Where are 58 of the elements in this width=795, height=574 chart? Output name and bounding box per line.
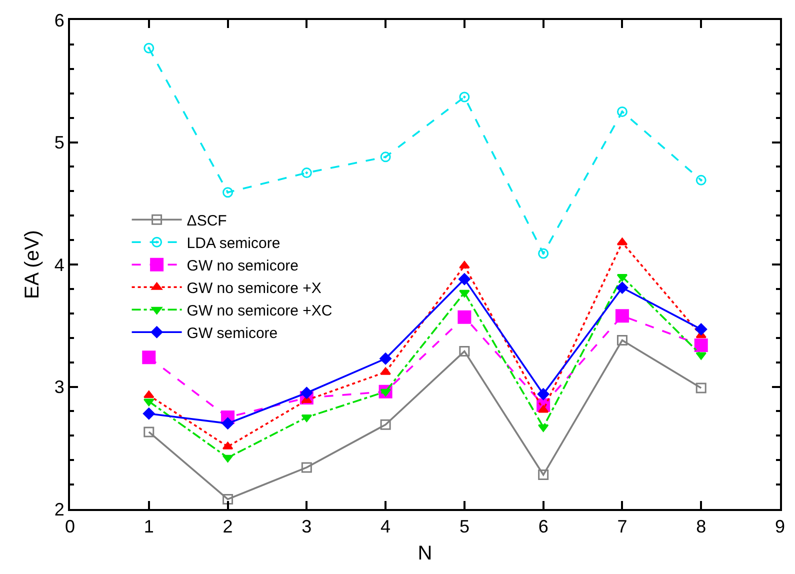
point — [142, 350, 156, 364]
y-tick-label: 5 — [54, 132, 64, 153]
x-tick-label: 4 — [380, 516, 391, 537]
point — [696, 382, 706, 394]
x-tick-label: 1 — [144, 516, 154, 537]
point — [459, 290, 470, 298]
y-axis-title: EA (eV) — [21, 230, 44, 299]
x-axis-title: N — [418, 542, 432, 565]
legend-label: LDA semicore — [186, 234, 280, 252]
point — [459, 260, 470, 268]
point — [615, 309, 629, 323]
point — [222, 187, 234, 198]
x-tick-label: 2 — [222, 516, 233, 537]
point — [380, 419, 391, 430]
point — [142, 408, 155, 420]
point — [696, 352, 706, 360]
y-tick-label: 3 — [54, 377, 64, 398]
x-tick-label: 0 — [64, 516, 76, 537]
point — [380, 352, 392, 365]
point — [300, 386, 313, 399]
point — [301, 168, 312, 178]
point — [616, 282, 628, 294]
point — [695, 323, 708, 336]
x-tick-label: 6 — [538, 516, 548, 537]
point — [696, 174, 706, 186]
x-tick-label: 8 — [696, 516, 706, 537]
point — [144, 426, 154, 438]
point — [537, 388, 550, 400]
x-tick-label: 5 — [459, 516, 470, 537]
x-tick-label: 3 — [302, 516, 312, 537]
point — [380, 152, 391, 162]
x-tick-label: 9 — [774, 516, 786, 537]
point — [458, 273, 470, 286]
y-tick-label: 2 — [54, 499, 64, 520]
point — [694, 338, 708, 352]
point — [538, 248, 549, 259]
point — [616, 106, 628, 117]
legend-label: GW no semicore +X — [186, 280, 322, 297]
point — [380, 367, 391, 375]
y-tick-label: 6 — [54, 10, 64, 30]
legend-label: ΔSCF — [186, 212, 227, 230]
point — [144, 390, 154, 398]
point — [459, 346, 470, 357]
point — [459, 92, 470, 102]
point — [301, 462, 312, 473]
point — [616, 335, 628, 346]
point — [144, 42, 154, 54]
legend-label: GW no semicore +XC — [186, 302, 332, 320]
x-tick-label: 7 — [617, 516, 628, 537]
legend-label: GW semicore — [186, 324, 278, 342]
point — [144, 398, 154, 406]
y-tick-label: 4 — [54, 254, 64, 275]
point — [458, 310, 472, 324]
point — [222, 494, 234, 504]
point — [380, 388, 391, 396]
point — [222, 417, 234, 430]
point — [538, 470, 549, 480]
legend-label: GW no semicore — [186, 257, 299, 274]
